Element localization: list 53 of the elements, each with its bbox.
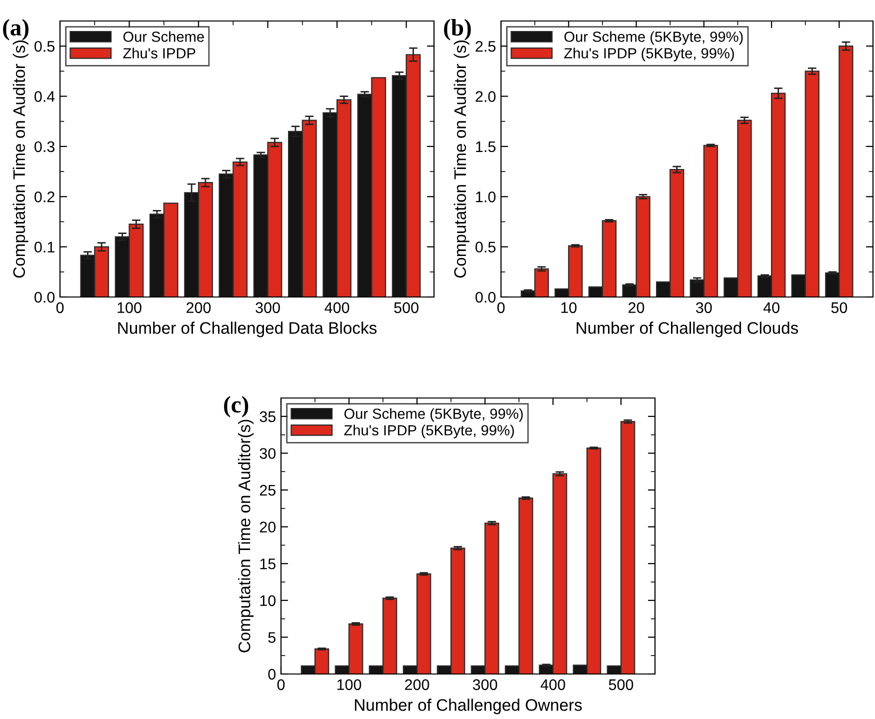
x-axis-title: Number of Challenged Clouds [576,322,798,338]
x-tick-label: 0 [277,679,285,690]
legend-label: Zhu's IPDP (5KByte, 99%) [564,48,734,62]
x-tick-label: 300 [256,302,280,314]
x-tick-label: 200 [405,679,430,690]
legend-label: Zhu's IPDP (5KByte, 99%) [344,424,514,438]
x-tick-label: 200 [186,302,211,314]
y-axis-title: Computation Time on Auditor (s) [454,40,470,278]
y-tick-label: 0.5 [476,242,496,253]
legend-label: Zhu's IPDP [123,48,196,58]
y-tick-label: 0.2 [34,192,54,202]
y-tick-label: 0.0 [34,292,55,303]
x-tick-label: 100 [337,679,362,690]
legend-label: Our Scheme (5KByte, 99%) [564,31,743,45]
x-tick-label: 40 [763,302,780,314]
chart-title: (a) [3,19,28,40]
x-tick-label: 20 [628,302,644,314]
y-tick-label: 0.0 [476,292,496,303]
x-tick-label: 10 [561,302,577,314]
x-axis-title: Number of Challenged Owners [354,698,582,714]
y-tick-label: 15 [260,558,276,570]
y-tick-label: 30 [260,448,276,459]
y-tick-label: 1.5 [476,141,496,152]
y-tick-label: 0.1 [34,242,54,253]
y-tick-label: 10 [260,595,276,606]
x-tick-label: 30 [696,302,712,314]
x-tick-label: 500 [608,679,634,690]
x-tick-label: 50 [831,302,848,314]
y-tick-label: 0.4 [34,91,55,102]
y-tick-label: 2.5 [476,40,496,52]
y-tick-label: 20 [260,522,276,532]
x-tick-label: 0 [497,302,505,314]
chart-title: (b) [444,19,471,40]
y-axis-title: Computation Time on Auditor(s) [238,420,254,652]
y-axis-title: Computation Time on Auditor (s) [12,40,28,278]
y-tick-label: 35 [260,411,276,422]
x-tick-label: 500 [394,302,418,314]
chart-title: (c) [224,396,248,418]
y-tick-label: 1.0 [476,192,496,202]
x-tick-label: 400 [324,302,350,314]
y-tick-label: 0.5 [34,40,54,52]
x-tick-label: 0 [56,302,64,314]
y-tick-label: 2.0 [476,91,496,102]
y-tick-label: 0 [268,668,276,680]
y-tick-label: 0.3 [34,141,54,152]
legend-label: Our Scheme [123,31,204,42]
x-axis-title: Number of Challenged Data Blocks [118,322,377,338]
legend-label: Our Scheme (5KByte, 99%) [344,408,523,422]
x-tick-label: 300 [472,679,498,690]
x-tick-label: 100 [118,302,142,314]
y-tick-label: 5 [268,632,276,643]
y-tick-label: 25 [260,484,276,496]
x-tick-label: 400 [540,679,566,690]
